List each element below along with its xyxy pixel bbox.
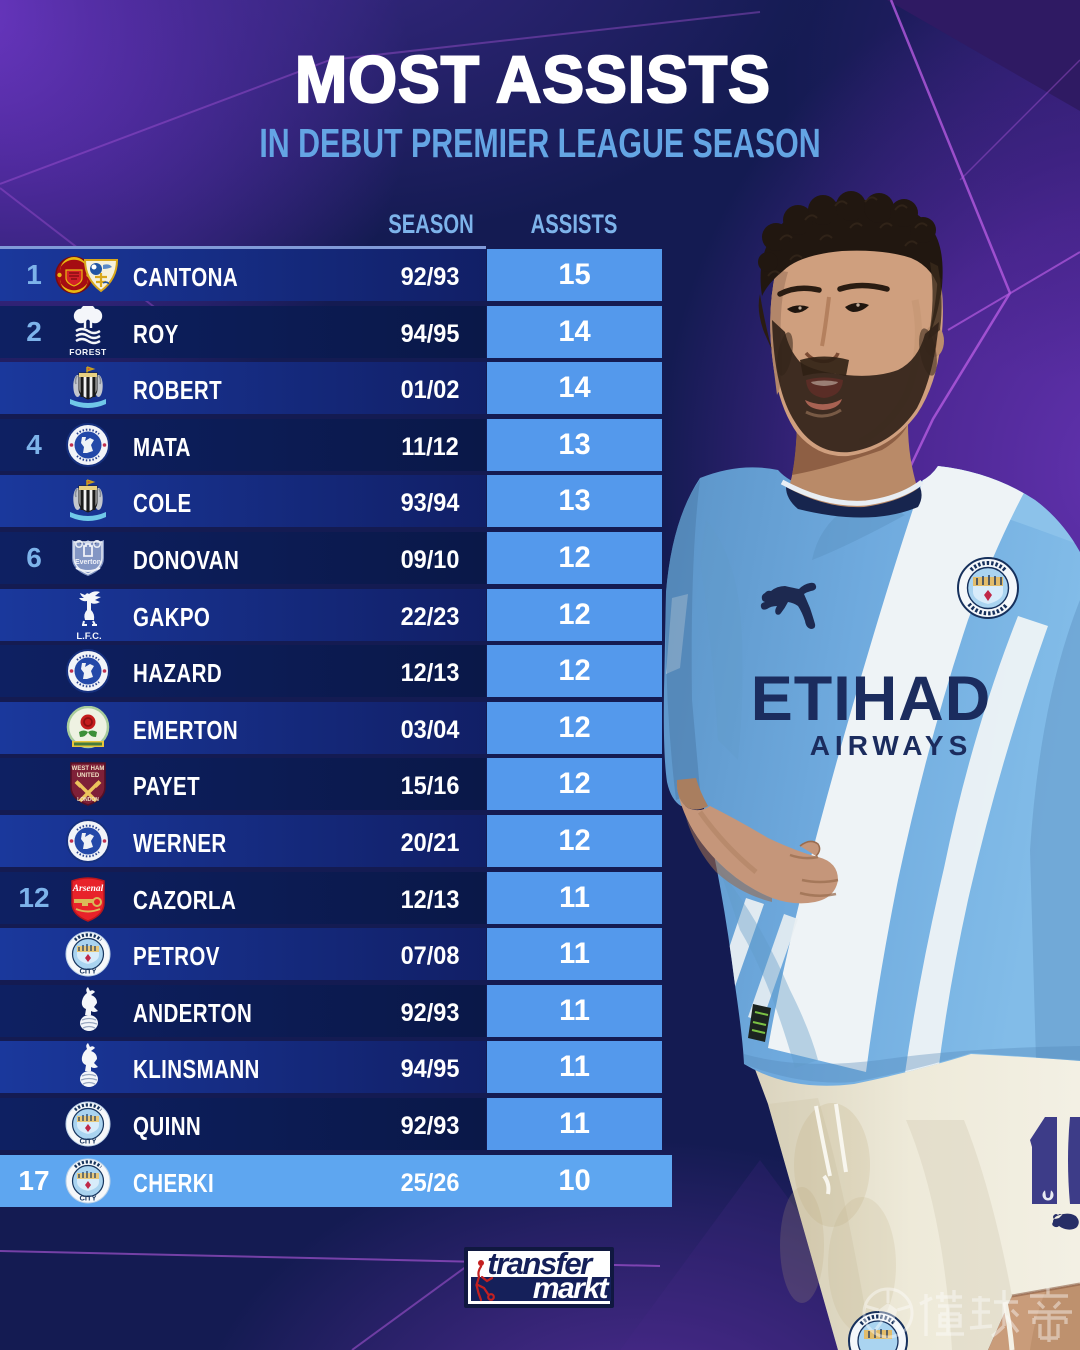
svg-text:WEST HAM: WEST HAM <box>72 766 105 772</box>
svg-text:CITY: CITY <box>79 967 96 976</box>
svg-text:Arsenal: Arsenal <box>72 884 104 894</box>
svg-text:Everton: Everton <box>75 559 101 566</box>
svg-text:CITY: CITY <box>79 1137 96 1146</box>
svg-text:L.F.C.: L.F.C. <box>76 631 101 642</box>
svg-text:UNITED: UNITED <box>77 773 100 779</box>
svg-text:FOREST: FOREST <box>69 347 107 357</box>
svg-text:AIRWAYS: AIRWAYS <box>810 730 973 761</box>
svg-text:LONDON: LONDON <box>77 797 99 803</box>
svg-text:ETIHAD: ETIHAD <box>751 664 992 734</box>
svg-text:CITY: CITY <box>79 1193 96 1202</box>
